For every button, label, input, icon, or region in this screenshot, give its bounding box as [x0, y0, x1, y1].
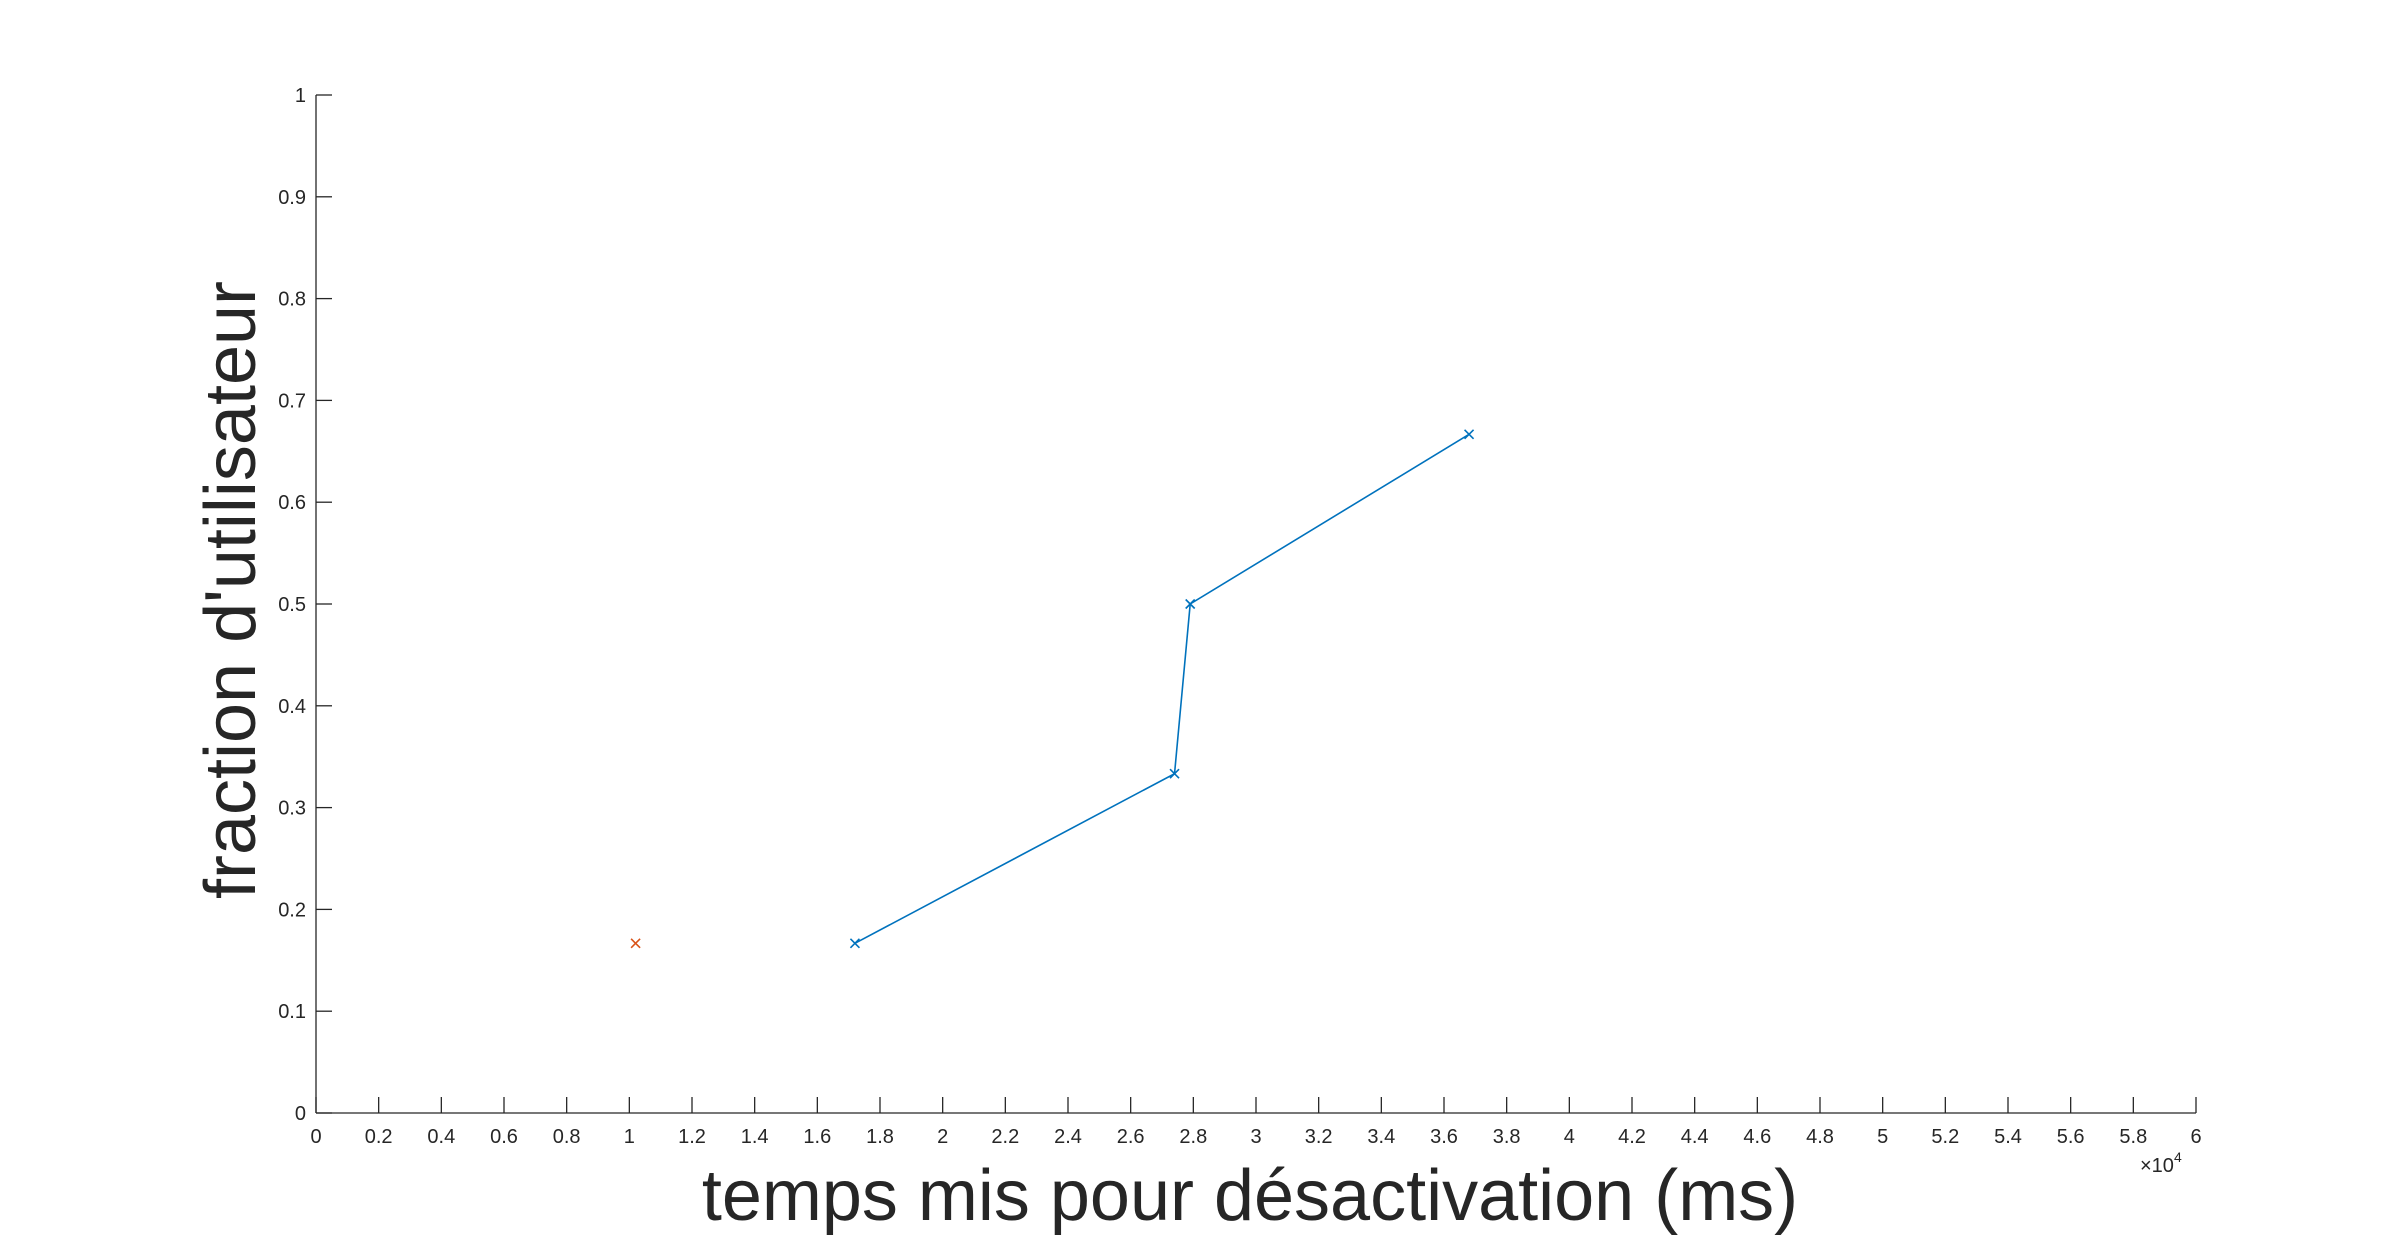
x-tick-label: 4.6 [1743, 1126, 1771, 1148]
y-tick-label: 0.6 [278, 492, 306, 514]
y-tick-label: 0.1 [278, 1001, 306, 1023]
x-tick-label: 0 [310, 1126, 321, 1148]
x-tick-label: 2.2 [991, 1126, 1019, 1148]
x-tick-label: 0.6 [490, 1126, 518, 1148]
x-tick-label: 1.2 [678, 1126, 706, 1148]
x-tick-label: 2 [937, 1126, 948, 1148]
x-axis-label: temps mis pour désactivation (ms) [702, 1156, 1798, 1236]
x-tick-label: 1.6 [803, 1126, 831, 1148]
x-tick-label: 1 [624, 1126, 635, 1148]
y-axis-label: fraction d'utilisateur [191, 281, 271, 899]
x-exponent-label: ×104 [2140, 1149, 2182, 1177]
series-1-line [854, 433, 1470, 945]
series-2-marker [630, 938, 641, 949]
x-tick-label: 3.6 [1430, 1126, 1458, 1148]
x-tick-label: 0.4 [427, 1126, 455, 1148]
x-tick-label: 4.8 [1806, 1126, 1834, 1148]
x-tick-label: 2.6 [1117, 1126, 1145, 1148]
x-tick-label: 5 [1877, 1126, 1888, 1148]
y-tick-label: 0.7 [278, 390, 306, 412]
series-1-marker [1169, 768, 1180, 779]
series-1-marker [1464, 429, 1475, 440]
y-tick-label: 0.9 [278, 187, 306, 209]
marker-stroke [1185, 598, 1196, 610]
marker-stroke [630, 938, 641, 949]
x-tick-label: 5.6 [2057, 1126, 2085, 1148]
series-1-marker [1185, 598, 1196, 610]
x-tick-label: 0.8 [553, 1126, 581, 1148]
x-tick-label: 1.4 [741, 1126, 769, 1148]
plot-area [630, 429, 1475, 949]
x-tick-label: 1.8 [866, 1126, 894, 1148]
x-tick-label: 3.8 [1493, 1126, 1521, 1148]
series-1-marker [849, 938, 860, 949]
axes [315, 95, 2196, 1114]
marker-stroke [849, 938, 860, 949]
y-tick-label: 0.8 [278, 289, 306, 311]
x-tick-label: 2.8 [1179, 1126, 1207, 1148]
marker-stroke [1464, 429, 1475, 440]
x-tick-label: 5.4 [1994, 1126, 2022, 1148]
x-tick-label: 3 [1250, 1126, 1261, 1148]
y-tick-label: 1 [295, 85, 306, 107]
y-tick-label: 0.4 [278, 696, 306, 718]
y-tick-label: 0.3 [278, 798, 306, 820]
x-tick-label: 4.2 [1618, 1126, 1646, 1148]
x-tick-label: 6 [2190, 1126, 2201, 1148]
x-tick-label: 4.4 [1681, 1126, 1709, 1148]
x-tick-label: 5.2 [1931, 1126, 1959, 1148]
marker-stroke [1169, 768, 1180, 779]
x-tick-label: 3.4 [1367, 1126, 1395, 1148]
x-tick-label: 3.2 [1305, 1126, 1333, 1148]
y-tick-label: 0.5 [278, 594, 306, 616]
x-tick-label: 5.8 [2119, 1126, 2147, 1148]
x-tick-label: 2.4 [1054, 1126, 1082, 1148]
x-tick-label: 0.2 [365, 1126, 393, 1148]
y-tick-label: 0 [295, 1103, 306, 1125]
x-tick-label: 4 [1564, 1126, 1575, 1148]
y-tick-label: 0.2 [278, 899, 306, 921]
ticks: 0 0.2 0.4 0.6 0.8 1 1.2 1.4 1.6 1.8 2 2.2 2.4 2.6 2.8 3… [278, 85, 2201, 1148]
